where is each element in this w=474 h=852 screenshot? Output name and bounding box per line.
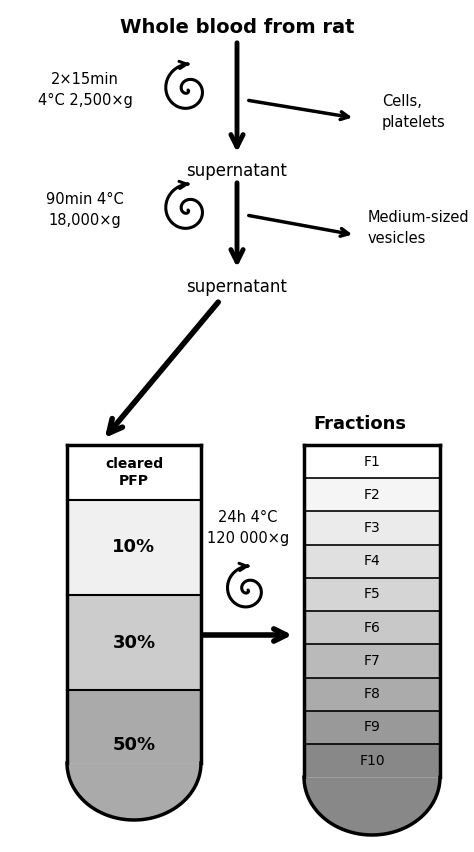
Text: 2×15min
4°C 2,500×g: 2×15min 4°C 2,500×g	[37, 72, 132, 108]
Bar	[304, 711, 440, 744]
Bar	[67, 500, 201, 595]
Text: 50%: 50%	[112, 736, 155, 754]
Text: supernatant: supernatant	[187, 278, 287, 296]
Text: Cells,
platelets: Cells, platelets	[382, 94, 446, 130]
Text: 30%: 30%	[112, 634, 155, 652]
Bar	[67, 445, 201, 500]
Text: 10%: 10%	[112, 538, 155, 556]
Bar	[304, 511, 440, 544]
Bar	[67, 595, 201, 690]
Bar	[304, 445, 440, 478]
Text: F3: F3	[364, 521, 380, 535]
Text: F8: F8	[364, 688, 381, 701]
Bar	[67, 690, 201, 763]
Text: Whole blood from rat: Whole blood from rat	[120, 18, 354, 37]
Text: F2: F2	[364, 488, 380, 502]
Bar	[304, 611, 440, 644]
Bar	[304, 578, 440, 611]
Text: Medium-sized
vesicles: Medium-sized vesicles	[368, 210, 470, 246]
Text: F6: F6	[364, 621, 381, 635]
Text: F9: F9	[364, 721, 381, 734]
Bar	[304, 744, 440, 777]
Text: 24h 4°C
120 000×g: 24h 4°C 120 000×g	[207, 510, 289, 546]
Text: supernatant: supernatant	[187, 162, 287, 180]
Text: 90min 4°C
18,000×g: 90min 4°C 18,000×g	[46, 192, 124, 228]
Text: cleared
PFP: cleared PFP	[105, 457, 163, 488]
Text: F1: F1	[364, 455, 381, 469]
Text: F5: F5	[364, 588, 380, 602]
Bar	[304, 677, 440, 711]
Bar	[304, 478, 440, 511]
Bar	[304, 544, 440, 578]
Text: Fractions: Fractions	[313, 415, 407, 433]
Polygon shape	[304, 777, 440, 835]
Text: F4: F4	[364, 555, 380, 568]
Polygon shape	[67, 763, 201, 820]
Text: F7: F7	[364, 654, 380, 668]
Bar	[304, 644, 440, 677]
Text: F10: F10	[359, 753, 385, 768]
